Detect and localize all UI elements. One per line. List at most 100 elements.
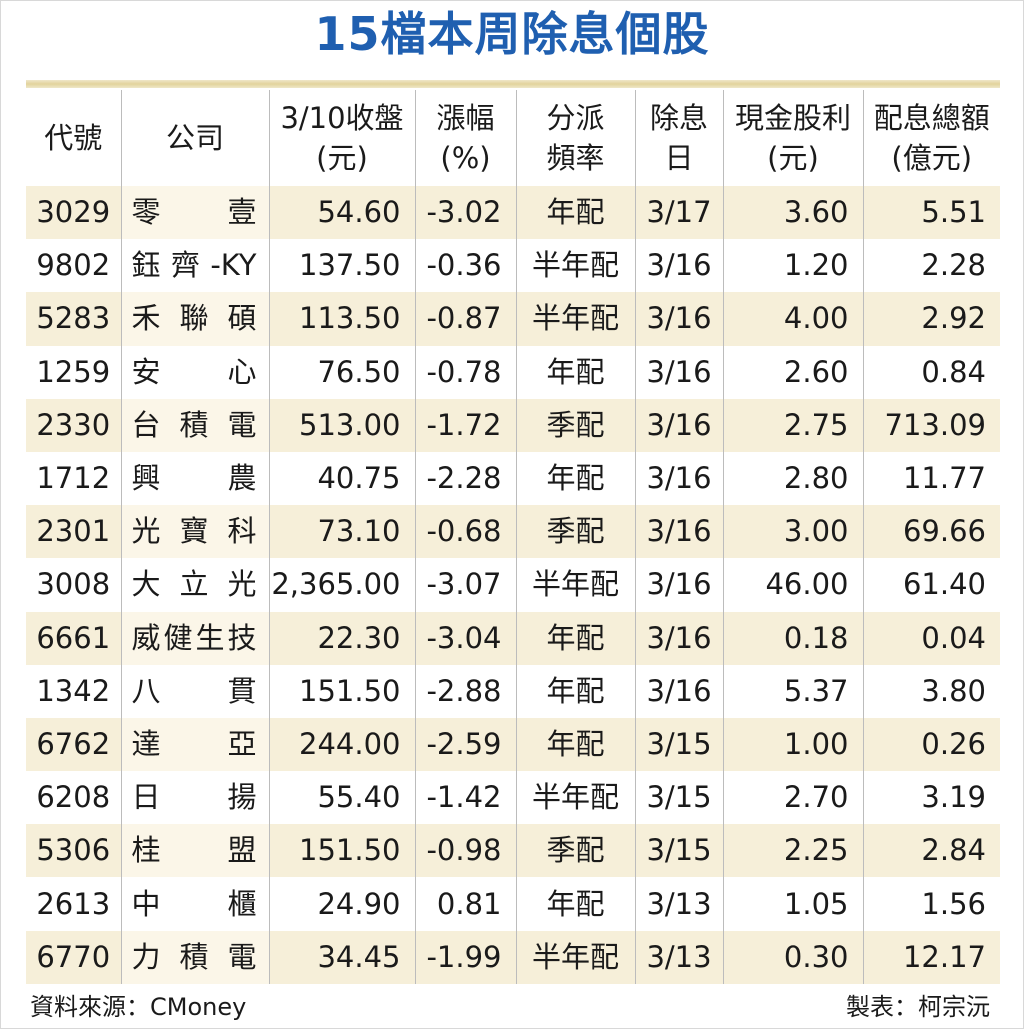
cash-dividend-cell: 2.60 <box>722 345 863 399</box>
table-row: 9802 鈺齊-KY 137.50 -0.36 半年配 3/16 1.20 2.28 <box>26 239 1000 293</box>
code-cell: 9802 <box>36 248 111 283</box>
dividend-total-cell: 69.66 <box>862 505 1000 559</box>
ex-dividend-date-cell: 3/16 <box>634 558 723 612</box>
table-row: 3008 大立光 2,365.00 -3.07 半年配 3/16 46.00 61.40 <box>26 558 1000 612</box>
ex-dividend-date-cell: 3/15 <box>634 824 723 878</box>
dividend-table: 代號 公司 3/10收盤 (元) 漲幅 (%) 分派 頻率 除息日 現金股利 (元) 配… <box>26 90 1000 984</box>
ex-dividend-date-cell: 3/16 <box>634 292 723 346</box>
code-cell: 2301 <box>26 505 121 559</box>
cash-dividend-cell: 1.20 <box>722 239 863 293</box>
close-price-cell: 2,365.00 <box>268 558 415 612</box>
change-percent-cell: -0.78 <box>414 345 516 399</box>
close-price-cell: 113.50 <box>268 292 415 346</box>
close-price-cell: 244.00 <box>268 717 415 772</box>
change-percent-cell: -1.72 <box>414 398 516 452</box>
change-percent-cell: -2.59 <box>414 717 516 772</box>
close-price-cell: 137.50 <box>268 239 415 293</box>
close-price-cell: 54.60 <box>268 186 415 240</box>
header-total: 配息總額 (億元) <box>862 90 1000 186</box>
cash-dividend-cell: 2.25 <box>722 824 863 878</box>
ex-dividend-date-cell: 3/16 <box>634 345 723 399</box>
table-row: 1712 興農 40.75 -2.28 年配 3/16 2.80 11.77 <box>26 451 1000 506</box>
cash-dividend-cell: 5.37 <box>722 664 863 718</box>
change-percent-cell: -2.28 <box>414 451 516 506</box>
close-price-cell: 34.45 <box>268 930 415 984</box>
ex-dividend-date-cell: 3/16 <box>634 398 723 452</box>
table-row: 6208 日揚 55.40 -1.42 半年配 3/15 2.70 3.19 <box>26 771 1000 825</box>
table-row: 6770 力積電 34.45 -1.99 半年配 3/13 0.30 12.17 <box>26 930 1000 984</box>
code-cell: 6208 <box>36 780 111 815</box>
dividend-total-cell: 0.04 <box>862 611 1000 665</box>
ex-dividend-date-cell: 3/16 <box>634 505 723 559</box>
header-row: 代號 公司 3/10收盤 (元) 漲幅 (%) 分派 頻率 除息日 現金股利 (元) 配… <box>26 90 1000 186</box>
header-dividend: 現金股利 (元) <box>722 90 863 186</box>
ex-dividend-date-cell: 3/15 <box>634 771 723 825</box>
table-row: 6762 達亞 244.00 -2.59 年配 3/15 1.00 0.26 <box>26 717 1000 772</box>
code-cell: 5283 <box>26 292 121 346</box>
code-cell: 5306 <box>26 824 121 878</box>
header-change: 漲幅 (%) <box>414 90 516 186</box>
change-percent-cell: -0.87 <box>414 292 516 346</box>
code-cell: 6762 <box>26 717 121 772</box>
dividend-total-cell: 2.92 <box>862 292 1000 346</box>
company-cell: 達亞 <box>120 717 269 772</box>
title-divider <box>26 80 1000 88</box>
table-body: 3029 零壹 54.60 -3.02 年配 3/17 3.60 5.51 9802 鈺齊-KY 1… <box>26 186 1000 984</box>
dividend-total-cell: 1.56 <box>862 877 1000 931</box>
close-price-cell: 151.50 <box>268 664 415 718</box>
company-cell: 中櫃 <box>120 877 269 931</box>
author-note: 製表：柯宗沅 <box>846 993 990 1021</box>
change-percent-cell: -0.98 <box>414 824 516 878</box>
company-cell: 安心 <box>120 345 269 399</box>
code-cell: 3029 <box>26 186 121 240</box>
cash-dividend-cell: 2.80 <box>722 451 863 506</box>
code-cell: 6770 <box>26 930 121 984</box>
close-price-cell: 22.30 <box>268 611 415 665</box>
table-row: 2330 台積電 513.00 -1.72 季配 3/16 2.75 713.09 <box>26 398 1000 452</box>
payout-frequency-cell: 年配 <box>515 877 635 931</box>
source-note: 資料來源：CMoney <box>30 993 247 1021</box>
dividend-total-cell: 2.84 <box>862 824 1000 878</box>
dividend-total-cell: 0.26 <box>862 717 1000 772</box>
code-cell: 2330 <box>26 398 121 452</box>
code-cell: 2613 <box>36 886 111 921</box>
close-price-cell: 76.50 <box>268 345 415 399</box>
payout-frequency-cell: 半年配 <box>515 771 635 825</box>
company-cell: 大立光 <box>120 558 269 612</box>
table-row: 5306 桂盟 151.50 -0.98 季配 3/15 2.25 2.84 <box>26 824 1000 878</box>
company-cell: 威健生技 <box>120 611 269 665</box>
cash-dividend-cell: 46.00 <box>722 558 863 612</box>
company-cell: 日揚 <box>120 771 269 825</box>
change-percent-cell: -0.68 <box>414 505 516 559</box>
dividend-total-cell: 3.80 <box>862 664 1000 718</box>
dividend-total-cell: 12.17 <box>862 930 1000 984</box>
table-row: 1342 八貫 151.50 -2.88 年配 3/16 5.37 3.80 <box>26 664 1000 718</box>
table-row: 5283 禾聯碩 113.50 -0.87 半年配 3/16 4.00 2.92 <box>26 292 1000 346</box>
company-cell: 八貫 <box>120 664 269 718</box>
ex-dividend-date-cell: 3/13 <box>634 930 723 984</box>
page-title: 15檔本周除息個股 <box>314 7 710 61</box>
company-cell: 力積電 <box>120 930 269 984</box>
payout-frequency-cell: 年配 <box>515 717 635 772</box>
table-row: 2613 中櫃 24.90 0.81 年配 3/13 1.05 1.56 <box>26 877 1000 931</box>
cash-dividend-cell: 1.00 <box>722 717 863 772</box>
payout-frequency-cell: 年配 <box>515 186 635 240</box>
close-price-cell: 513.00 <box>268 398 415 452</box>
payout-frequency-cell: 年配 <box>515 664 635 718</box>
ex-dividend-date-cell: 3/16 <box>634 611 723 665</box>
dividend-total-cell: 713.09 <box>862 398 1000 452</box>
dividend-total-cell: 2.28 <box>862 239 1000 293</box>
table-row: 6661 威健生技 22.30 -3.04 年配 3/16 0.18 0.04 <box>26 611 1000 665</box>
payout-frequency-cell: 半年配 <box>515 239 635 293</box>
payout-frequency-cell: 半年配 <box>515 292 635 346</box>
ex-dividend-date-cell: 3/16 <box>634 451 723 506</box>
company-cell: 鈺齊-KY <box>120 239 269 293</box>
header-close: 3/10收盤 (元) <box>268 90 415 186</box>
change-percent-cell: -3.07 <box>414 558 516 612</box>
ex-dividend-date-cell: 3/16 <box>634 664 723 718</box>
change-percent-cell: -1.42 <box>414 771 516 825</box>
header-ex-date: 除息日 <box>634 90 723 186</box>
cash-dividend-cell: 2.75 <box>722 398 863 452</box>
payout-frequency-cell: 年配 <box>515 345 635 399</box>
change-percent-cell: -1.99 <box>414 930 516 984</box>
